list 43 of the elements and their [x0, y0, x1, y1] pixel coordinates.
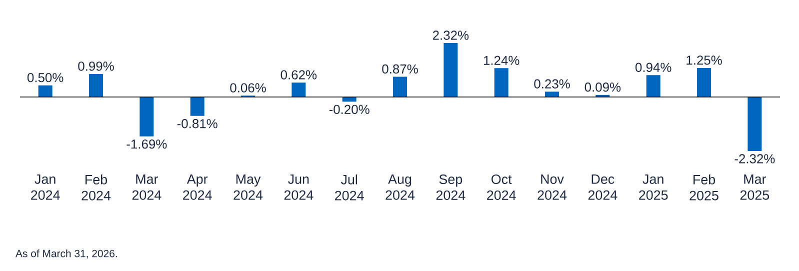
bar — [38, 85, 52, 98]
bar — [89, 74, 103, 98]
data-label: -0.20% — [329, 104, 370, 114]
x-tick-label: Jul 2024 — [335, 174, 364, 200]
bar — [444, 43, 458, 98]
bar — [190, 97, 204, 116]
bar — [545, 92, 560, 98]
bar — [292, 82, 306, 98]
data-label: 0.50% — [27, 73, 64, 82]
x-tick-label: Dec 2024 — [588, 174, 618, 200]
data-label: 0.99% — [78, 62, 114, 71]
bar — [697, 68, 712, 98]
bar — [646, 75, 660, 98]
bar — [140, 97, 154, 136]
x-tick-label: Jan 2024 — [31, 174, 60, 200]
bar — [393, 76, 408, 98]
data-label: 1.24% — [484, 56, 520, 65]
x-tick-label: Jan 2025 — [639, 174, 668, 200]
data-label: -2.32% — [734, 154, 775, 164]
x-tick-label: Jun 2024 — [284, 174, 314, 200]
bar — [494, 68, 508, 98]
x-tick-label: Oct 2024 — [487, 174, 516, 200]
data-label: 2.32% — [432, 30, 469, 40]
x-tick-label: Aug 2024 — [386, 174, 415, 200]
data-label: -0.81% — [177, 119, 218, 128]
x-tick-label: Mar 2025 — [740, 174, 770, 200]
bar — [748, 97, 762, 151]
data-label: 1.25% — [686, 56, 722, 65]
x-tick-label: Mar 2024 — [132, 174, 162, 200]
x-tick-label: Feb 2025 — [690, 174, 718, 200]
x-tick-label: Sep 2024 — [436, 174, 466, 200]
data-label: 0.62% — [280, 70, 317, 80]
data-label: 0.94% — [635, 62, 672, 72]
text: As of March 31, 2026. — [16, 250, 117, 258]
data-label: 0.23% — [534, 79, 570, 88]
data-label: -1.69% — [126, 140, 167, 149]
data-label: 0.09% — [584, 82, 621, 92]
data-label: 0.06% — [230, 83, 266, 92]
x-tick-label: May 2024 — [234, 174, 263, 200]
x-tick-label: Nov 2024 — [538, 174, 567, 200]
x-tick-label: Apr 2024 — [183, 174, 212, 200]
x-tick-label: Feb 2024 — [82, 174, 111, 200]
data-label: 0.87% — [382, 64, 418, 74]
